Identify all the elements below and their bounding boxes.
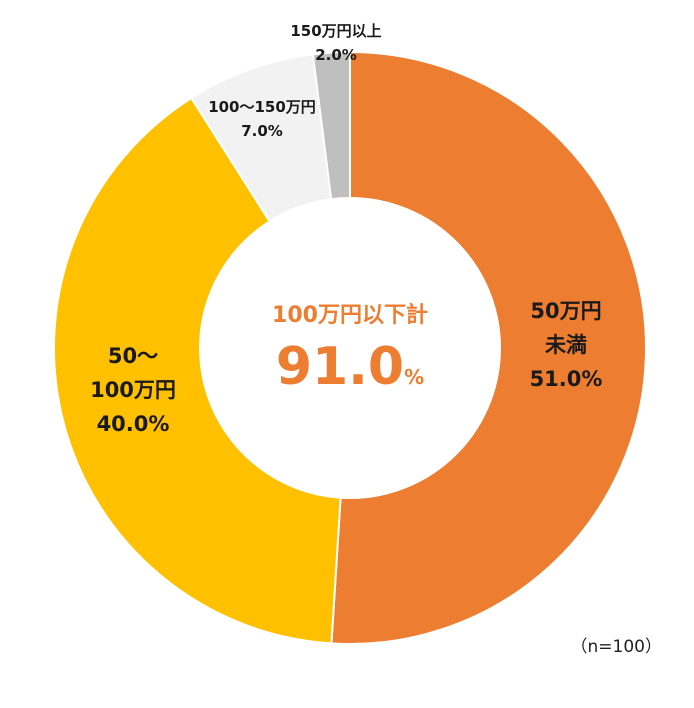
slice-label-line: 100～150万円 <box>208 98 316 116</box>
slice-50-100 <box>53 96 342 645</box>
slice-label-under-50: 50万円未満 51.0% <box>530 299 603 391</box>
center-value-group: 91.0% <box>276 337 424 397</box>
donut-slices <box>53 50 647 645</box>
slice-label-line: 7.0% <box>241 122 283 140</box>
slice-label-line: 50万円 <box>530 299 601 323</box>
slice-label-line: 50～ <box>108 344 158 368</box>
slice-under-50 <box>330 50 647 645</box>
slice-label-100-150: 100～150万円 7.0% <box>208 98 316 140</box>
slice-label-line: 150万円以上 <box>290 22 381 40</box>
slice-label-over-150: 150万円以上 2.0% <box>290 22 381 64</box>
slice-label-line: 未満 <box>545 333 587 357</box>
slice-label-50-100: 50～ 100万円 40.0% <box>90 344 176 436</box>
center-unit: % <box>404 365 424 389</box>
donut-center: 100万円以下計 91.0% <box>272 302 428 397</box>
slice-label-line: 2.0% <box>315 46 357 64</box>
sample-size-note: （n=100） <box>570 637 662 657</box>
slice-label-line: 100万円 <box>90 378 176 402</box>
center-value: 91.0 <box>276 337 404 397</box>
slice-labels: 50万円未満 51.0% 50～ 100万円 40.0% 100～150万円 7.0% 150… <box>90 22 602 436</box>
slice-label-line: 51.0% <box>530 367 603 391</box>
center-title: 100万円以下計 <box>272 302 428 328</box>
slice-over-150 <box>311 50 351 201</box>
slice-label-line: 40.0% <box>97 412 170 436</box>
